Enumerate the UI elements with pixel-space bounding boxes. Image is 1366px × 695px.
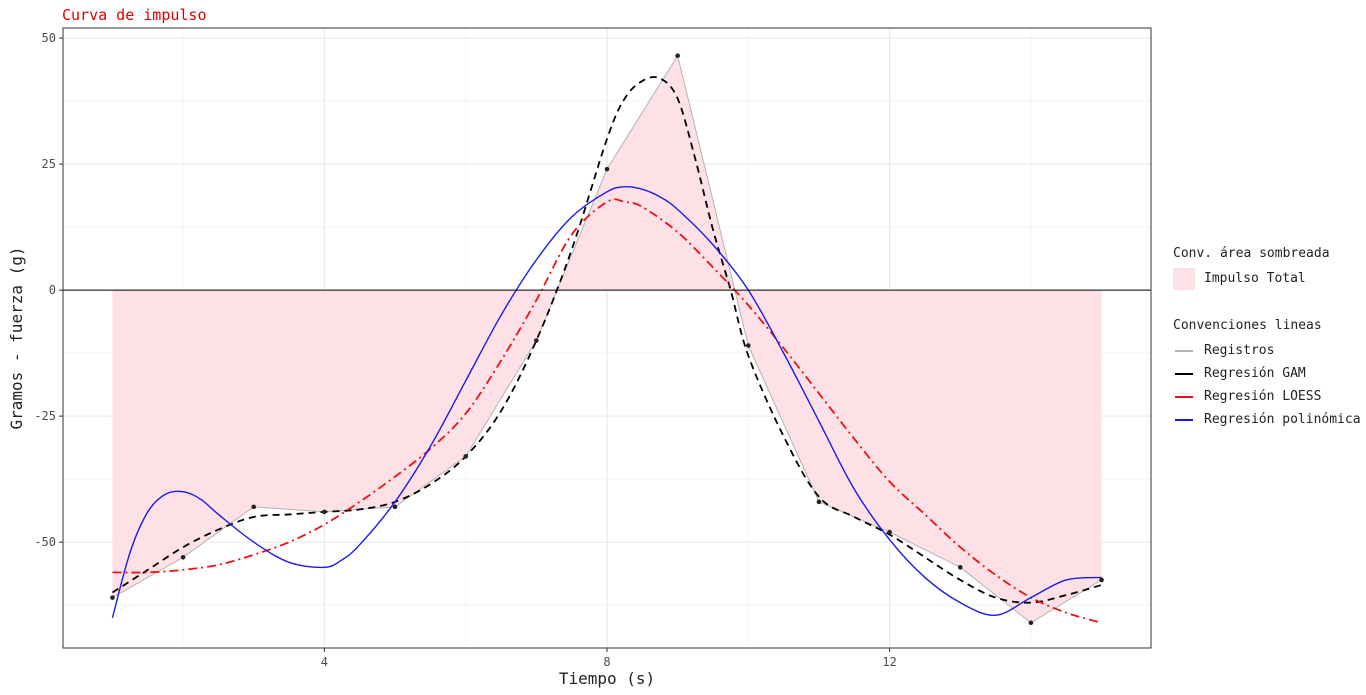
legend-item-impulso-total: Impulso Total (1173, 267, 1330, 290)
lines-legend-title: Convenciones lineas (1173, 318, 1322, 333)
registro-points (110, 53, 1104, 626)
axis-ticks: 4 8 12 -50 -25 0 25 50 (34, 31, 897, 669)
registro-point (322, 509, 327, 515)
registro-point (392, 504, 398, 510)
series-loess (112, 198, 1102, 624)
y-tick-label: -25 (34, 409, 56, 423)
y-tick-label: 25 (42, 157, 56, 171)
registro-point (251, 504, 257, 510)
impulse-area-fill (112, 55, 1102, 623)
registro-point (1028, 620, 1034, 626)
y-tick-label: 0 (49, 283, 56, 297)
x-tick-label: 8 (603, 655, 610, 669)
x-axis-label: Tiempo (s) (559, 669, 655, 688)
impulse-area (112, 55, 1102, 623)
area-legend-title: Conv. área sombreada (1173, 246, 1330, 261)
chart-title: Curva de impulso (62, 6, 207, 24)
y-axis-label: Gramos - fuerza (g) (7, 246, 26, 429)
y-tick-label: -50 (34, 535, 56, 549)
registro-point (534, 338, 539, 343)
registro-point (745, 343, 751, 348)
legend-label-polinomica: Regresión polinómica (1204, 412, 1361, 427)
registro-point (887, 529, 892, 535)
legend-label-gam: Regresión GAM (1204, 366, 1306, 381)
legend-item-registros: Registros (1173, 339, 1361, 362)
legend-swatch-polinomica (1173, 409, 1195, 431)
registro-point (675, 53, 680, 59)
registro-point (180, 554, 186, 560)
y-tick-label: 50 (42, 31, 56, 45)
legend-item-polinomica: Regresión polinómica (1173, 408, 1361, 431)
legend-label-impulso-total: Impulso Total (1204, 271, 1306, 286)
legend-swatch-area (1173, 267, 1195, 290)
x-tick-label: 4 (321, 655, 328, 669)
registro-point (463, 454, 469, 459)
legend-item-loess: Regresión LOESS (1173, 385, 1361, 408)
x-tick-label: 12 (882, 655, 896, 669)
registro-point (604, 166, 610, 172)
legend-item-gam: Regresión GAM (1173, 362, 1361, 385)
registro-point (816, 499, 822, 505)
legend-swatch-registros (1173, 340, 1195, 362)
registro-point (1099, 577, 1104, 583)
legend-swatch-gam (1173, 363, 1195, 385)
area-legend: Conv. área sombreada Impulso Total (1173, 246, 1330, 290)
registro-point (110, 595, 115, 600)
legend-label-registros: Registros (1204, 343, 1275, 358)
legend-label-loess: Regresión LOESS (1204, 389, 1322, 404)
registro-point (957, 565, 963, 570)
series-polinomica (111, 185, 1102, 618)
lines-legend: Convenciones lineas Registros Regresión … (1173, 318, 1361, 431)
series-gam (111, 76, 1102, 604)
legend-swatch-loess (1173, 386, 1195, 408)
